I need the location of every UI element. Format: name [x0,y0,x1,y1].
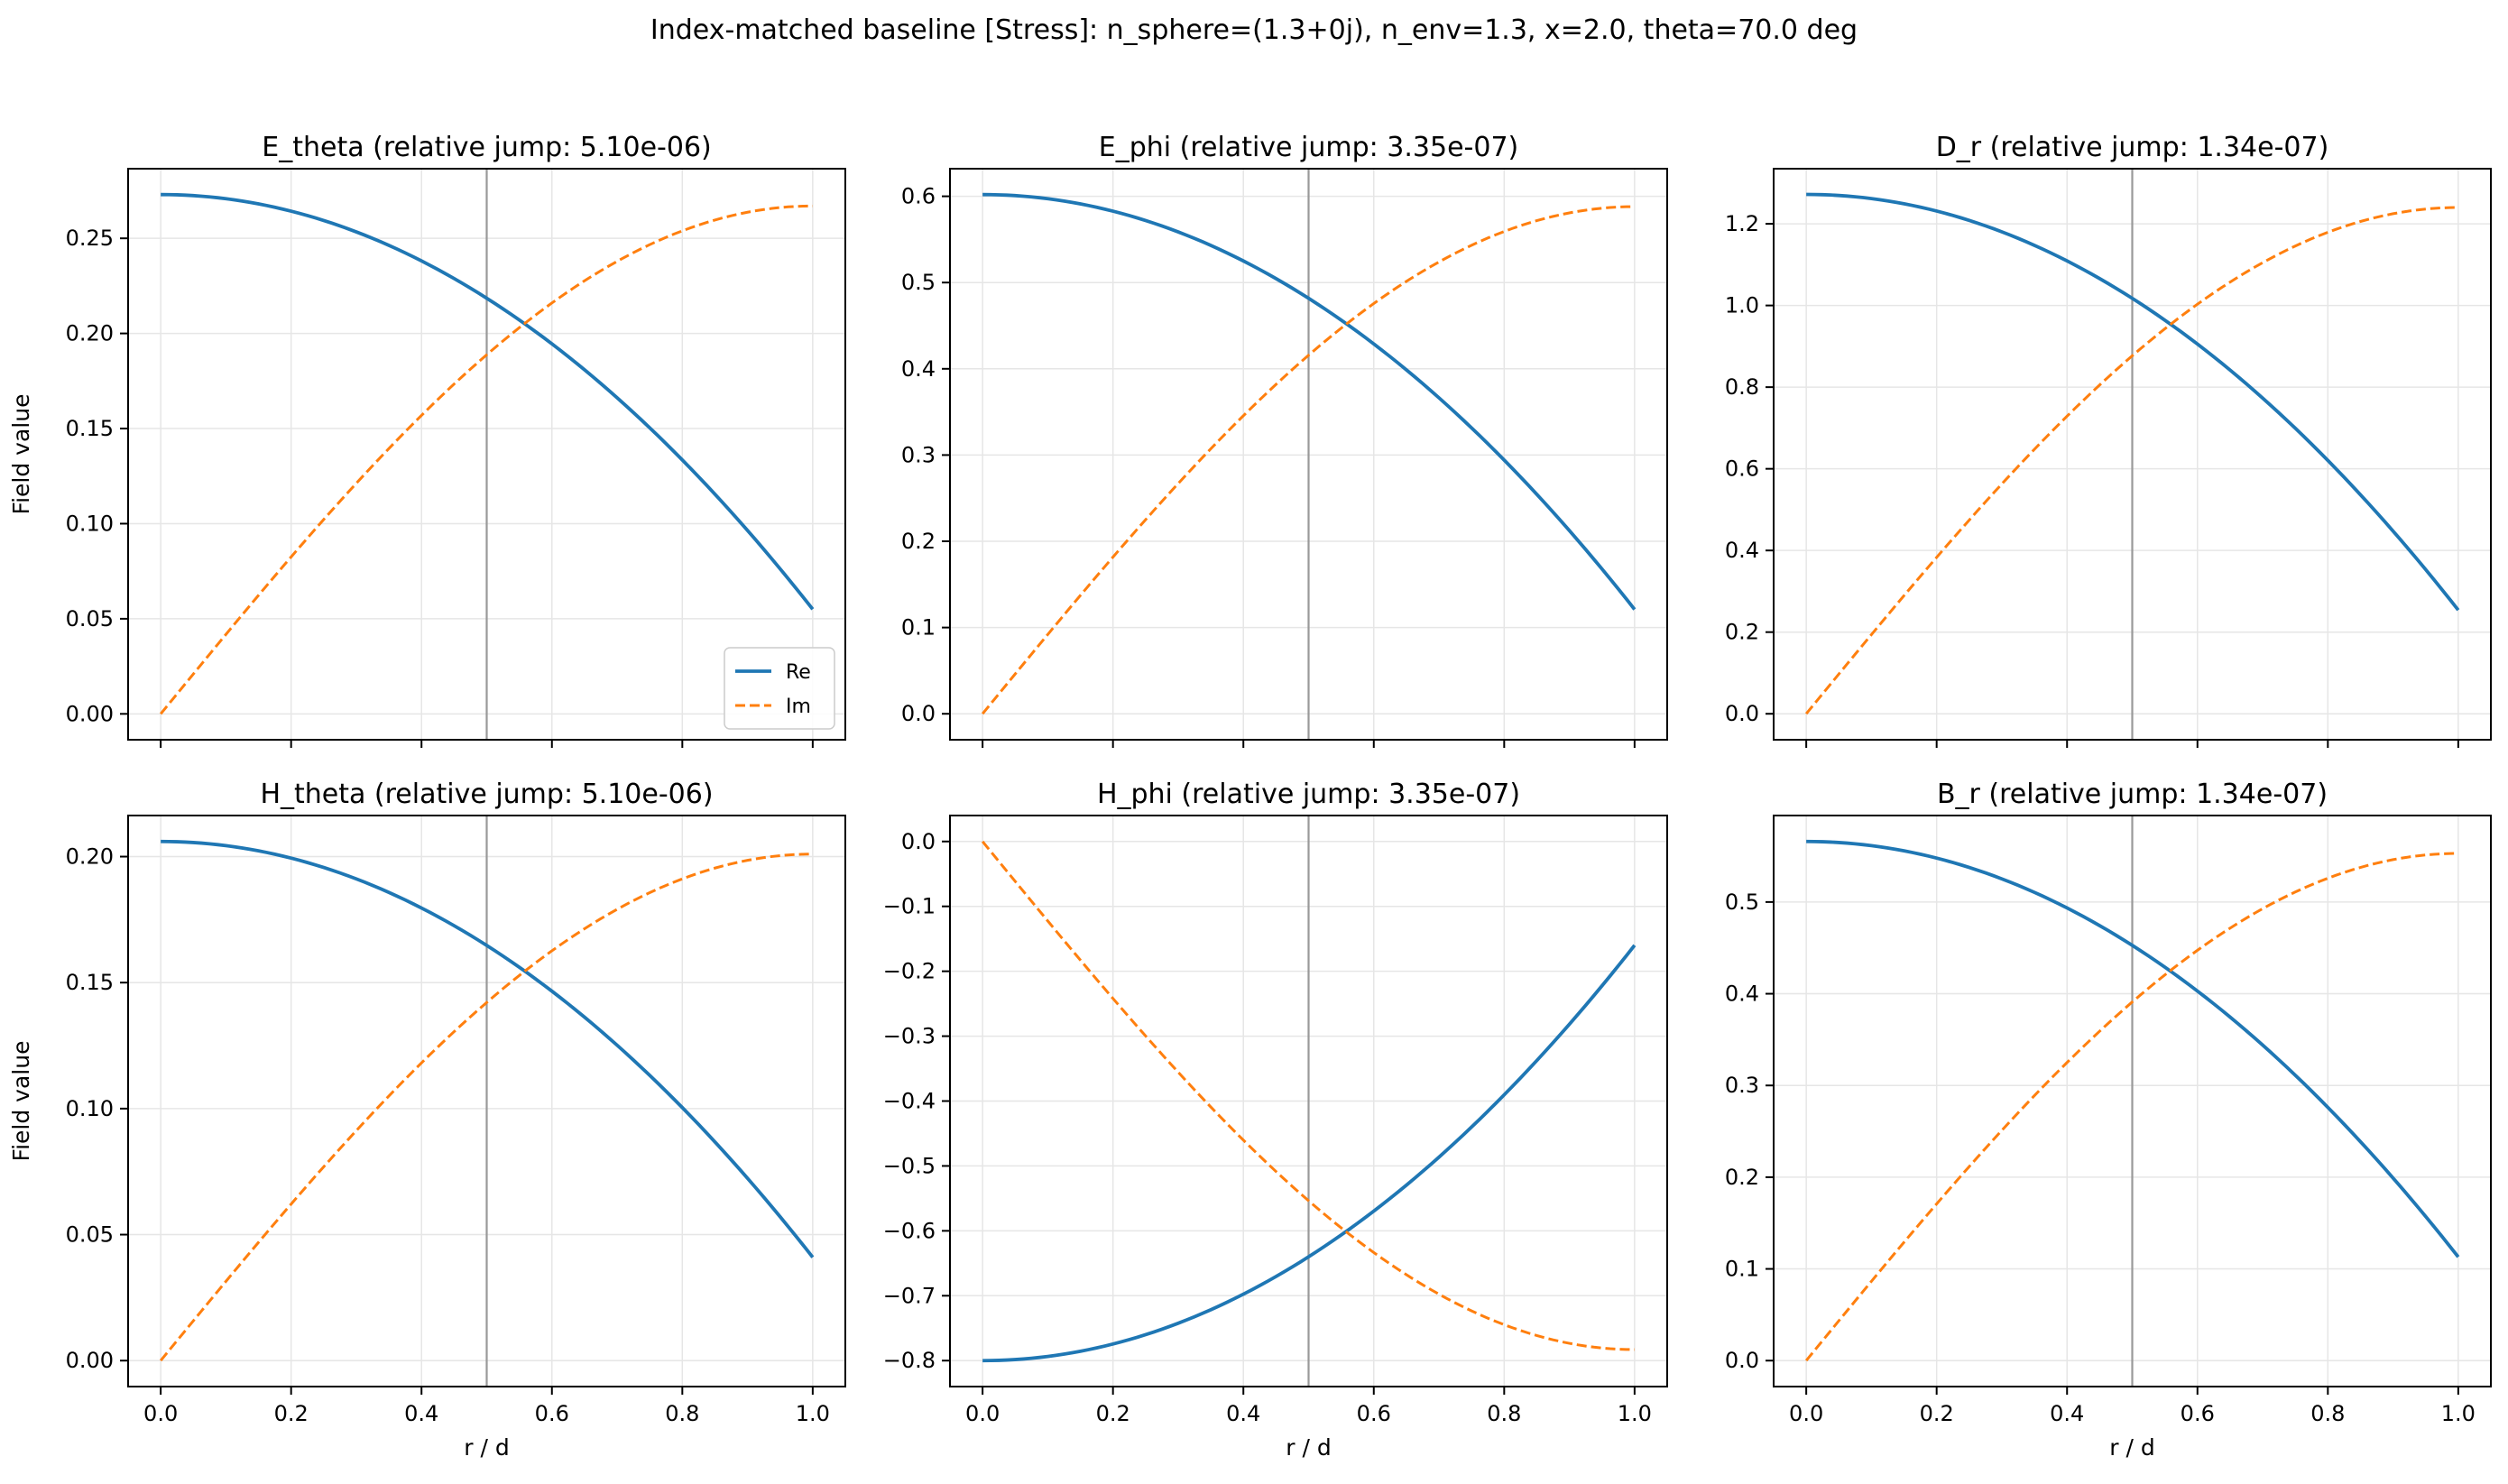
x-tick-label: 0.6 [535,1401,569,1426]
series-im-line [159,853,813,1362]
y-tick-label: 0.6 [901,184,936,209]
series-im-line [981,840,1635,1351]
subplot-title: D_r (relative jump: 1.34e-07) [1936,132,2329,163]
subplot-title: E_theta (relative jump: 5.10e-06) [262,132,712,163]
y-tick-label: −0.1 [883,894,936,919]
x-axis-label: r / d [2109,1434,2154,1461]
x-tick-label: 0.0 [965,1401,1000,1426]
y-tick-label: 0.05 [66,1222,114,1248]
x-tick-label: 0.2 [1096,1401,1130,1426]
subplot-1: 0.00 0.05 0.10 0.15 0.20 0.25 E_theta (relativ… [8,132,846,748]
series-re-line [161,839,815,1258]
subplot-4: 0.0 0.2 0.4 0.6 0.8 1.0 0.00 0.05 0.10 0.15 0.20 H_… [8,779,846,1461]
y-tick-label: 0.4 [1725,982,1759,1007]
y-tick-label: 0.3 [1725,1073,1759,1098]
x-tick-label: 1.0 [2441,1401,2476,1426]
x-tick-label: 0.4 [2050,1401,2084,1426]
subplot-title: E_phi (relative jump: 3.35e-07) [1099,132,1519,163]
subplot-3: 0.0 0.2 0.4 0.6 0.8 1.0 1.2 D_r (relative jump:… [1725,132,2492,748]
y-tick-label: 0.2 [1725,1165,1759,1190]
y-tick-label: −0.4 [883,1089,936,1114]
y-tick-label: 0.10 [66,1096,114,1121]
subplot-5: 0.0 0.2 0.4 0.6 0.8 1.0 0.0 −0.1 −0.2 −0.3 −0.4 −0.… [883,779,1668,1461]
figure-title: Index-matched baseline [Stress]: n_spher… [650,14,1858,46]
series-re-line [982,192,1637,611]
y-tick-label: 0.0 [901,701,936,726]
subplot-title: B_r (relative jump: 1.34e-07) [1937,779,2328,810]
x-tick-label: 1.0 [796,1401,830,1426]
series-re-line [1806,839,2460,1258]
x-tick-label: 0.6 [1357,1401,1391,1426]
y-tick-label: −0.5 [883,1153,936,1178]
y-tick-label: 0.1 [1725,1257,1759,1282]
series-re-line [1806,192,2460,612]
x-tick-label: 0.0 [1789,1401,1823,1426]
y-axis-label: Field value [8,394,34,515]
x-axis-label: r / d [1286,1434,1331,1461]
series-im-line [159,204,813,715]
x-tick-label: 1.0 [1618,1401,1652,1426]
legend-box [724,647,835,730]
y-tick-label: 0.15 [66,970,114,995]
legend: Re Im [724,647,835,730]
y-tick-label: 0.4 [901,356,936,382]
y-tick-label: 0.5 [1725,889,1759,915]
y-tick-label: 0.4 [1725,538,1759,563]
subplot-title: H_phi (relative jump: 3.35e-07) [1097,779,1520,810]
y-tick-label: −0.8 [883,1348,936,1373]
axes-frame [1773,815,2492,1387]
y-tick-label: 0.15 [66,416,114,441]
axes-frame [127,168,846,741]
x-axis-label: r / d [464,1434,509,1461]
x-tick-label: 0.8 [1487,1401,1521,1426]
y-tick-label: −0.3 [883,1024,936,1049]
y-tick-label: 0.2 [901,529,936,554]
y-tick-label: −0.6 [883,1218,936,1243]
y-tick-label: 0.8 [1725,374,1759,400]
subplot-2: 0.0 0.1 0.2 0.3 0.4 0.5 0.6 E_phi (relative jum… [901,132,1668,748]
x-tick-label: 0.6 [2181,1401,2215,1426]
x-tick-label: 0.4 [1226,1401,1260,1426]
series-re-line [161,192,815,611]
y-tick-label: 0.10 [66,511,114,536]
y-tick-label: 0.0 [901,829,936,854]
series-im-line [1804,852,2458,1362]
series-im-line [981,205,1635,715]
axes-frame [127,815,846,1387]
y-tick-label: 0.0 [1725,1348,1759,1373]
series-re-line [982,944,1637,1363]
x-tick-label: 0.2 [1920,1401,1954,1426]
y-tick-label: 0.0 [1725,701,1759,726]
y-tick-label: −0.2 [883,959,936,984]
x-tick-label: 0.8 [665,1401,699,1426]
y-tick-label: 1.0 [1725,293,1759,318]
y-tick-label: −0.7 [883,1283,936,1308]
y-tick-label: 0.1 [901,615,936,641]
y-tick-label: 0.3 [901,442,936,467]
y-tick-label: 0.00 [66,1348,114,1373]
y-tick-label: 0.20 [66,844,114,870]
y-tick-label: 0.2 [1725,620,1759,645]
y-tick-label: 0.6 [1725,456,1759,482]
subplot-6: 0.0 0.2 0.4 0.6 0.8 1.0 0.0 0.1 0.2 0.3 0.4 0.5 B_r … [1725,779,2492,1461]
subplot-title: H_theta (relative jump: 5.10e-06) [260,779,713,810]
legend-im-label: Im [786,696,811,718]
y-tick-label: 0.5 [901,270,936,295]
y-tick-label: 0.00 [66,701,114,726]
axes-frame [1773,168,2492,741]
x-tick-label: 0.0 [143,1401,178,1426]
series-im-line [1804,206,2458,715]
y-tick-label: 1.2 [1725,211,1759,236]
y-tick-label: 0.25 [66,226,114,251]
legend-re-label: Re [786,661,811,684]
y-axis-label: Field value [8,1041,34,1162]
x-tick-label: 0.8 [2310,1401,2345,1426]
x-tick-label: 0.2 [274,1401,309,1426]
x-tick-label: 0.4 [404,1401,438,1426]
y-tick-label: 0.20 [66,321,114,346]
y-tick-label: 0.05 [66,606,114,631]
